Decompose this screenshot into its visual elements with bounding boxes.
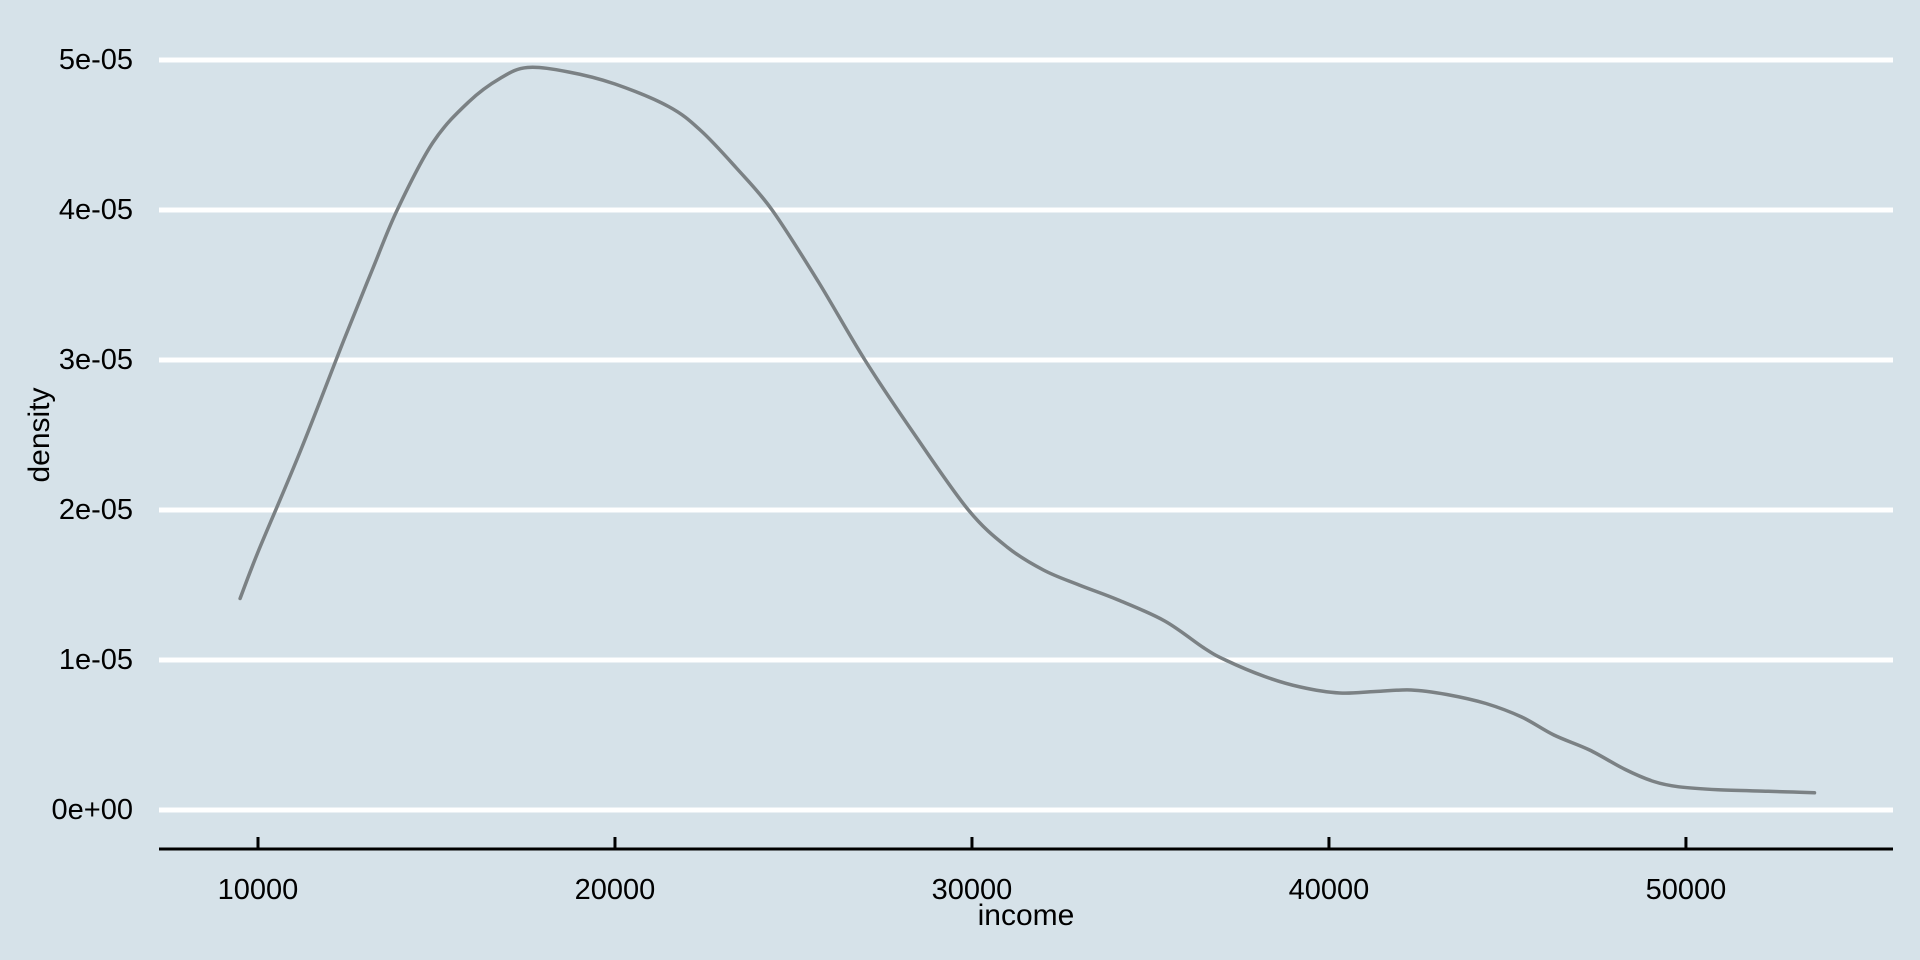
y-tick-label-2e-05: 2e-05	[58, 494, 133, 526]
y-tick-label-0e+00: 0e+00	[51, 794, 133, 826]
x-tick-label-50000: 50000	[1645, 874, 1727, 906]
x-axis-title: income	[977, 899, 1075, 932]
y-tick-label-5e-05: 5e-05	[58, 44, 133, 76]
density-curve	[238, 65, 1817, 795]
y-tick-label-1e-05: 1e-05	[58, 644, 133, 676]
y-tick-label-4e-05: 4e-05	[58, 194, 133, 226]
x-tick-label-20000: 20000	[574, 874, 656, 906]
x-tick-label-40000: 40000	[1288, 874, 1370, 906]
y-tick-label-3e-05: 3e-05	[58, 344, 133, 376]
x-tick-label-30000: 30000	[931, 874, 1013, 906]
x-tick-label-10000: 10000	[217, 874, 299, 906]
y-axis-title: density	[23, 387, 56, 483]
